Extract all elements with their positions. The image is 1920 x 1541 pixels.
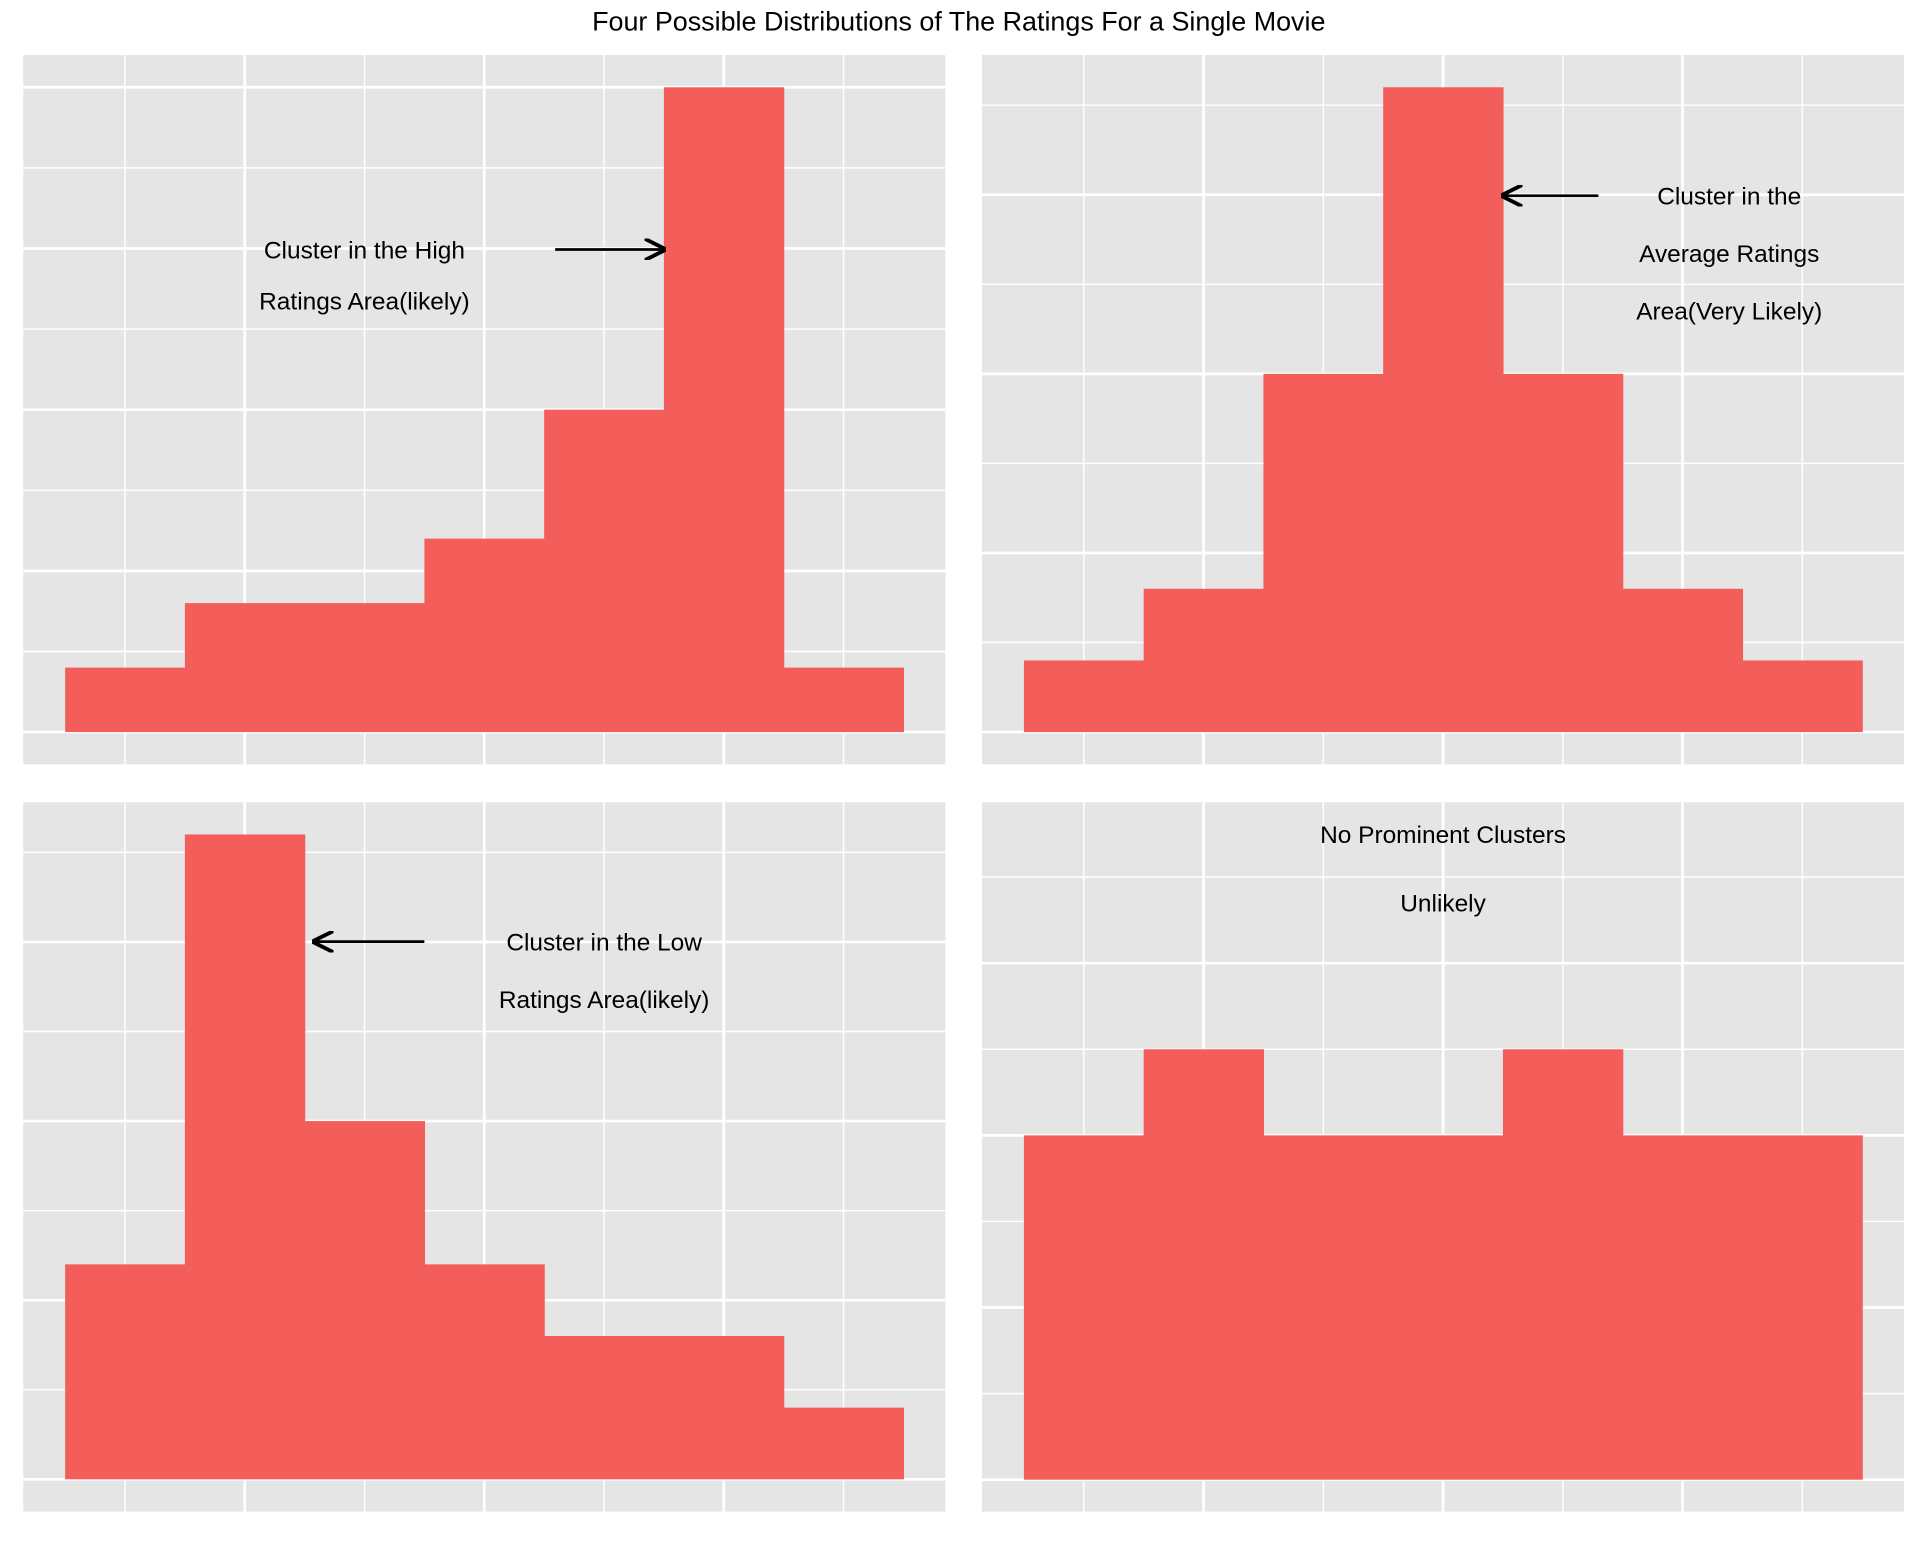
bar bbox=[544, 409, 665, 733]
bar bbox=[1622, 588, 1744, 733]
bar bbox=[65, 667, 186, 733]
bar bbox=[783, 667, 905, 733]
bar bbox=[1383, 1135, 1504, 1480]
annotation: Average Ratings bbox=[1639, 241, 1819, 268]
annotation: Cluster in the Low bbox=[506, 930, 702, 957]
bar bbox=[1143, 588, 1265, 733]
bar bbox=[783, 1407, 905, 1480]
annotation: Ratings Area(likely) bbox=[499, 987, 710, 1014]
bar bbox=[1622, 1135, 1744, 1480]
annotation: No Prominent Clusters bbox=[1320, 822, 1566, 849]
bar bbox=[1023, 1135, 1145, 1480]
bar bbox=[184, 603, 306, 733]
bar bbox=[663, 87, 785, 733]
bar bbox=[184, 834, 306, 1480]
bar bbox=[1023, 660, 1145, 733]
chart-title: Four Possible Distributions of The Ratin… bbox=[592, 6, 1325, 36]
bar bbox=[1742, 660, 1863, 733]
bar bbox=[304, 1121, 426, 1480]
bar bbox=[1742, 1135, 1863, 1480]
bar bbox=[1263, 1135, 1384, 1480]
annotation: Cluster in the bbox=[1657, 184, 1801, 211]
bar bbox=[65, 1264, 186, 1480]
annotation: Area(Very Likely) bbox=[1636, 299, 1822, 326]
annotation: Cluster in the High bbox=[264, 237, 465, 264]
bar bbox=[1502, 373, 1624, 733]
bar bbox=[663, 1336, 785, 1480]
annotation: Unlikely bbox=[1400, 890, 1486, 917]
bar bbox=[1143, 1049, 1265, 1480]
bar bbox=[1263, 373, 1384, 733]
bar bbox=[424, 538, 545, 733]
annotation: Ratings Area(likely) bbox=[259, 289, 470, 316]
bar bbox=[424, 1264, 545, 1480]
bar bbox=[1502, 1049, 1624, 1480]
bar bbox=[304, 603, 426, 733]
bar bbox=[544, 1336, 665, 1480]
bar bbox=[1383, 87, 1504, 733]
